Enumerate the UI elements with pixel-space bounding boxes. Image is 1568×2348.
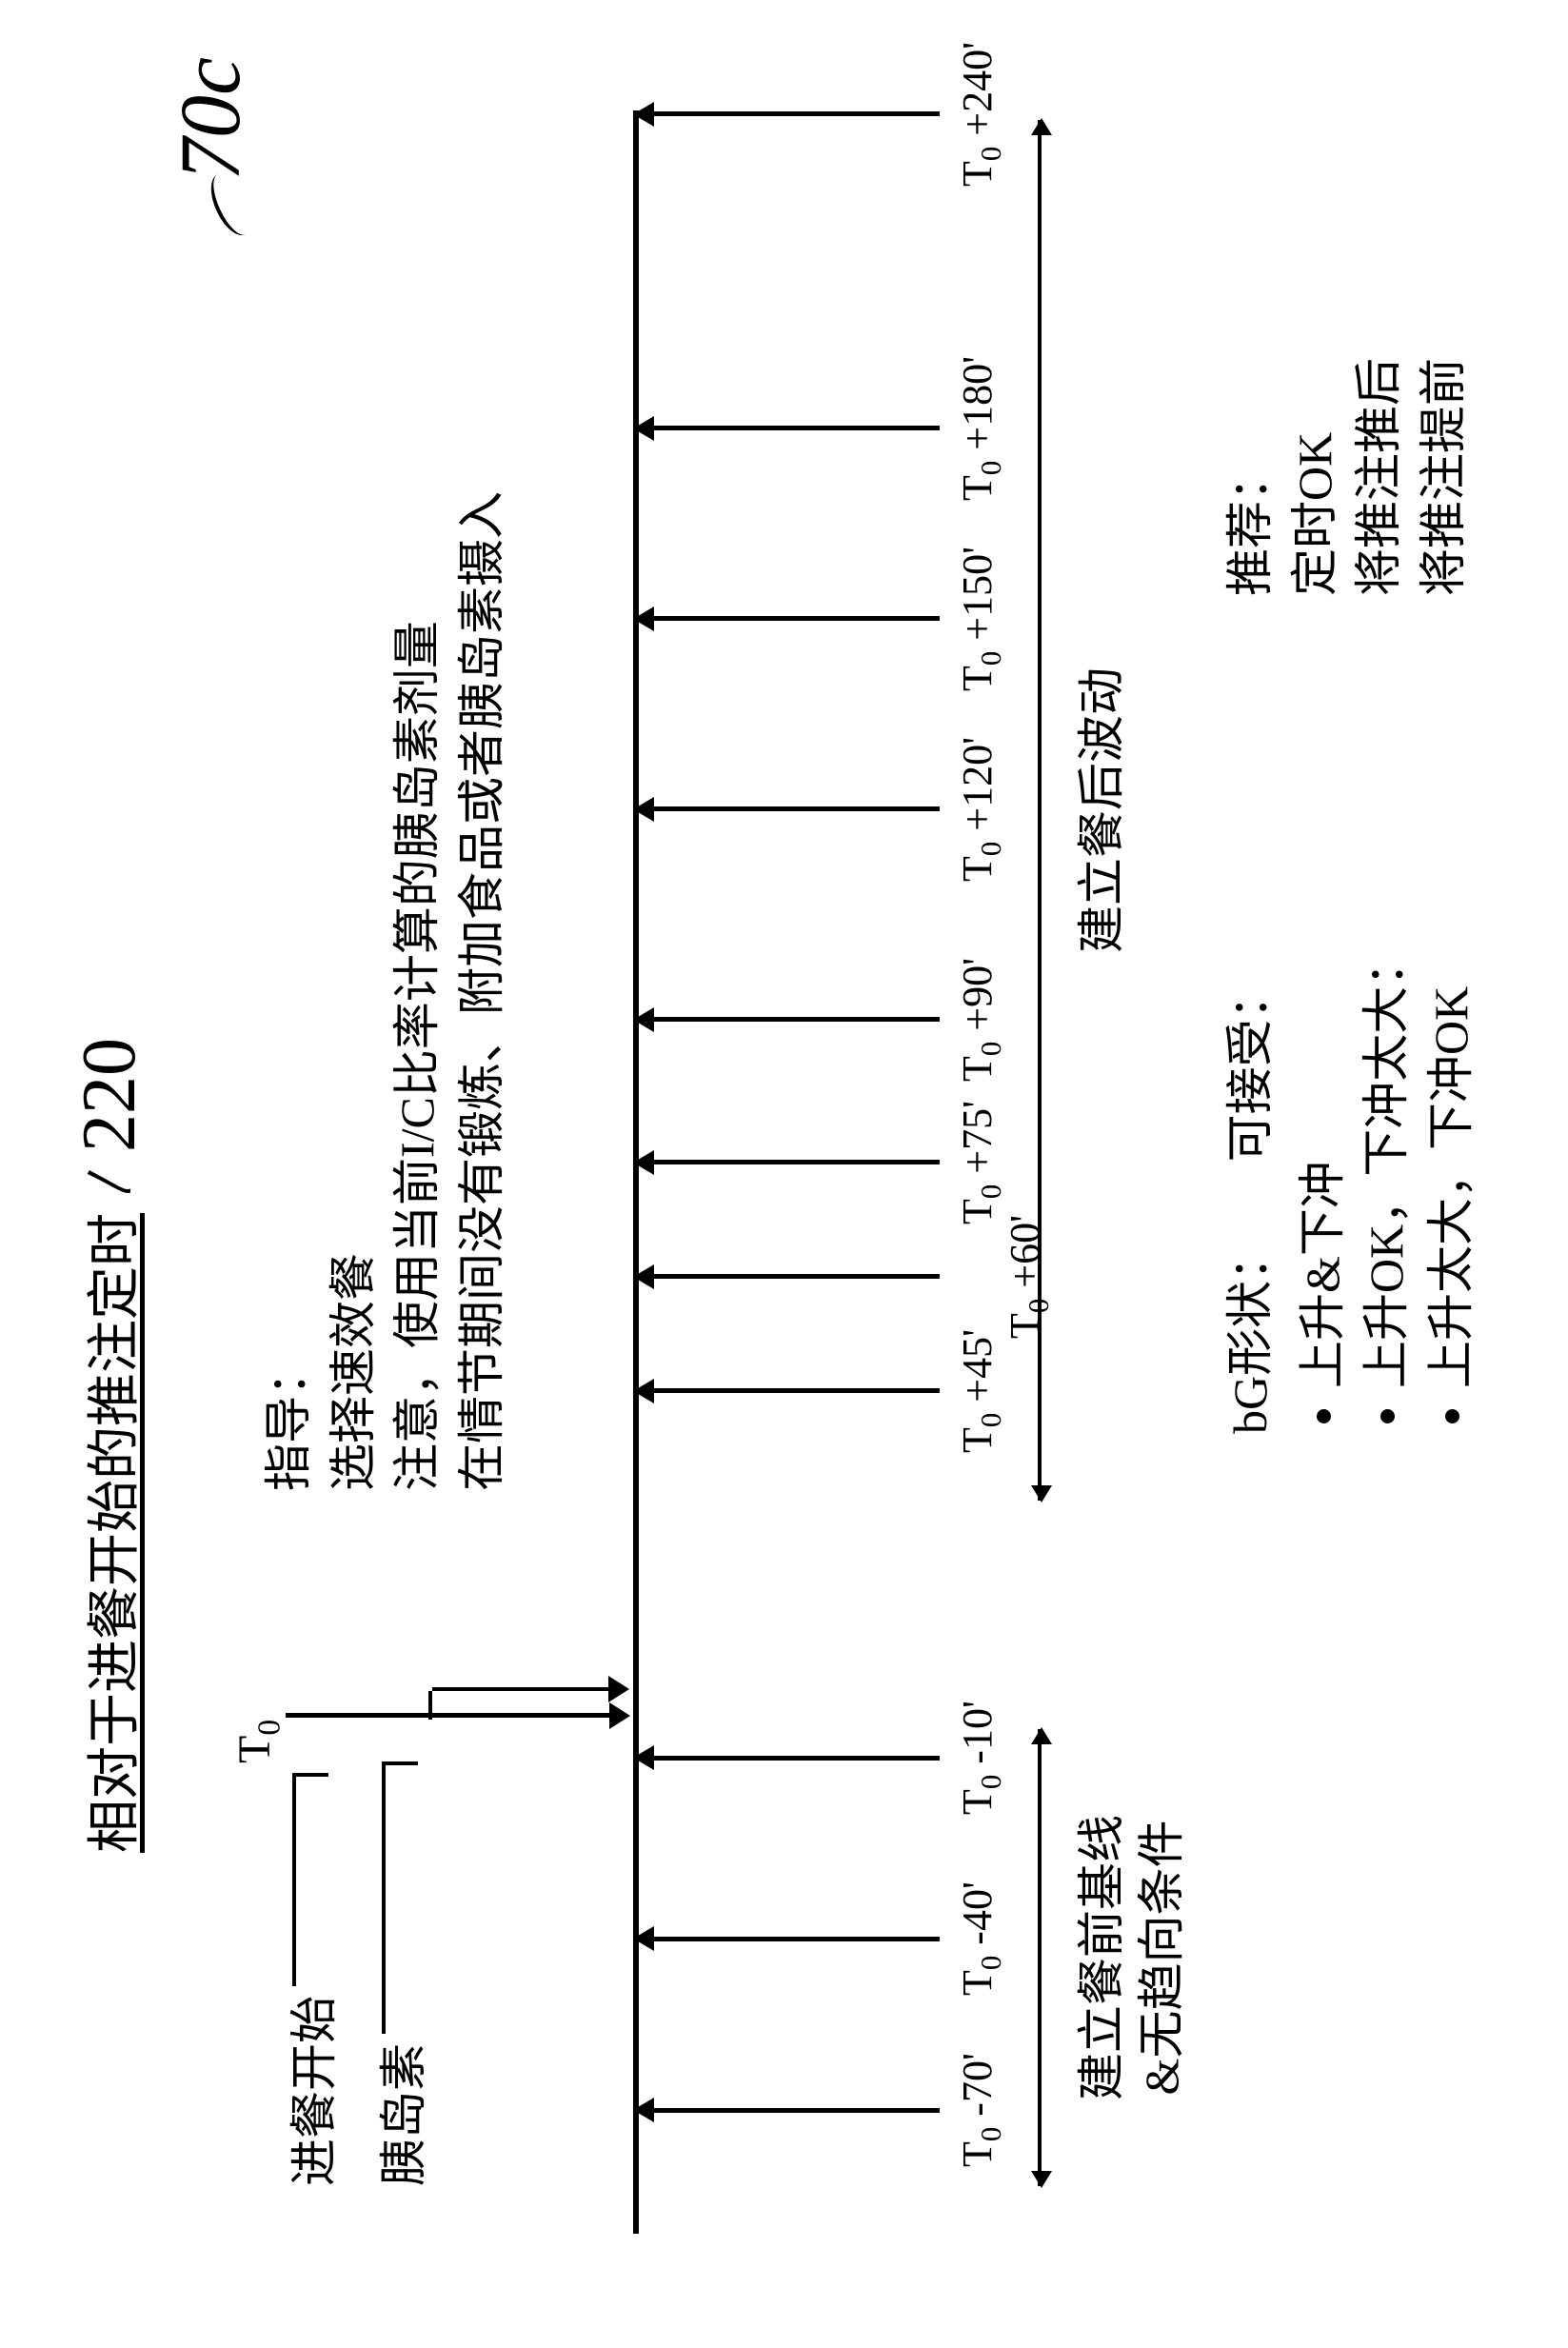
arrowhead-up-icon xyxy=(633,102,654,127)
recommendation-heading: 推荐： xyxy=(1219,358,1283,596)
t0-label: T0 xyxy=(228,1720,288,1763)
guidance-line-2: 注意，使用当前I/C比率计算的胰岛素剂量 xyxy=(386,491,450,1491)
arrowhead-up-icon xyxy=(633,607,654,631)
arrowhead-up-icon xyxy=(633,1264,654,1289)
bg-shape-list: 上升&下冲上升OK，下冲太大：上升太大，下冲OK xyxy=(1291,939,1484,1434)
timepoint-shaft xyxy=(654,2108,940,2113)
timepoint: T0 +60' xyxy=(633,1215,1056,1339)
timepoint-label: T0 +150' xyxy=(953,547,1008,691)
timepoint-label: T0 -10' xyxy=(953,1701,1008,1815)
timepoint: T0 +90' xyxy=(633,958,1008,1082)
recommendation-item: 定时OK xyxy=(1283,358,1348,596)
timepoint-shaft xyxy=(654,806,940,811)
arrowhead-up-icon xyxy=(633,1745,654,1770)
arrowhead-up-icon xyxy=(633,416,654,441)
arrowhead-up-icon xyxy=(633,1150,654,1175)
arrowhead-up-icon xyxy=(633,1007,654,1032)
timepoint-label: T0 -40' xyxy=(953,1881,1008,1996)
figure-title-text: 相对于进餐开始的推注定时 xyxy=(71,1213,149,1853)
bolus-down-arrow xyxy=(428,1676,629,1720)
timepoint: T0 -40' xyxy=(633,1881,1008,1996)
insulin-row: 胰岛素 xyxy=(366,1720,434,2186)
timepoint-label: T0 +45' xyxy=(953,1329,1008,1453)
timepoint: T0 -10' xyxy=(633,1701,1008,1815)
timepoint-label: T0 +240' xyxy=(953,42,1008,187)
arrowhead-up-icon xyxy=(633,797,654,822)
arrowhead-up-icon xyxy=(633,2098,654,2122)
meal-start-label: 进餐开始 xyxy=(276,1996,345,2186)
insulin-label: 胰岛素 xyxy=(366,2043,434,2186)
span-post-bar xyxy=(1038,120,1059,1501)
bg-shape-item: 上升太大，下冲OK xyxy=(1419,939,1484,1388)
timepoint-shaft xyxy=(654,111,940,116)
span-post-line1: 建立餐后波动 xyxy=(1072,120,1132,1501)
guidance-line-1: 选择速效餐 xyxy=(322,491,387,1491)
meal-start-connector xyxy=(292,1773,328,1986)
recommendation-list: 定时OK将推注推后将推注提前 xyxy=(1283,358,1477,596)
bg-shape-item: 上升OK，下冲太大： xyxy=(1355,939,1419,1388)
timepoint: T0 +150' xyxy=(633,547,1008,691)
timepoint-shaft xyxy=(654,1274,940,1279)
guidance-block: 指导： 选择速效餐 注意，使用当前I/C比率计算的胰岛素剂量 在情节期间没有锻炼… xyxy=(257,491,514,1491)
timepoint-label: T0 -70' xyxy=(953,2053,1008,2167)
timepoint: T0 +120' xyxy=(633,737,1008,882)
guidance-heading: 指导： xyxy=(257,491,322,1491)
title-leader-swash: 〳 xyxy=(71,1156,138,1202)
timepoint-label: T0 +180' xyxy=(953,356,1008,501)
figure-title: 相对于进餐开始的推注定时 〳 220 xyxy=(67,1038,153,1853)
span-pre-bar xyxy=(1038,1729,1059,2186)
insulin-connector xyxy=(382,1761,418,2034)
title-reference-number: 220 xyxy=(67,1038,153,1152)
bg-acceptable-heading: 可接受： xyxy=(1219,939,1283,1163)
timepoint-shaft xyxy=(654,1756,940,1761)
page: 70c 相对于进餐开始的推注定时 〳 220 指导： 选择速效餐 注意，使用当前… xyxy=(0,0,1568,2348)
span-pre-meal: 建立餐前基线 &无趋向条件 xyxy=(1038,1729,1191,2186)
figure-stage: 70c 相对于进餐开始的推注定时 〳 220 指导： 选择速效餐 注意，使用当前… xyxy=(0,0,1568,2348)
timepoint-shaft xyxy=(654,1388,940,1393)
figure-reference-number: 70c xyxy=(162,57,260,242)
bg-shape-heading: bG形状： xyxy=(1219,1200,1283,1434)
timepoint-shaft xyxy=(654,1160,940,1164)
timepoint-label: T0 +120' xyxy=(953,737,1008,882)
timepoint-shaft xyxy=(654,616,940,621)
meal-insulin-block: 进餐开始 T0 胰岛素 xyxy=(276,1720,455,2186)
span-post-meal: 建立餐后波动 xyxy=(1038,120,1132,1501)
timepoint: T0 -70' xyxy=(633,2053,1008,2167)
timepoint-shaft xyxy=(654,1937,940,1941)
timepoint: T0 +75' xyxy=(633,1101,1008,1224)
guidance-line-3: 在情节期间没有锻炼、附加食品或者胰岛素摄入 xyxy=(450,491,515,1491)
recommendation-item: 将推注提前 xyxy=(1412,358,1477,596)
meal-start-row: 进餐开始 T0 xyxy=(276,1720,345,2186)
bg-shape-item: 上升&下冲 xyxy=(1291,939,1356,1388)
recommendation-item: 将推注推后 xyxy=(1347,358,1412,596)
bg-shape-block: bG形状： 可接受： 上升&下冲上升OK，下冲太大：上升太大，下冲OK xyxy=(1219,939,1483,1434)
timepoint: T0 +180' xyxy=(633,356,1008,501)
span-pre-line1: 建立餐前基线 xyxy=(1072,1729,1132,2186)
timepoint-label: T0 +75' xyxy=(953,1101,1008,1224)
recommendation-block: 推荐： 定时OK将推注推后将推注提前 xyxy=(1219,358,1476,596)
timepoint: T0 +240' xyxy=(633,42,1008,187)
timepoint-shaft xyxy=(654,426,940,430)
timepoint-shaft xyxy=(654,1017,940,1022)
arrowhead-up-icon xyxy=(633,1379,654,1403)
timepoint: T0 +45' xyxy=(633,1329,1008,1453)
span-pre-line2: &无趋向条件 xyxy=(1132,1729,1192,2186)
timepoint-label: T0 +90' xyxy=(953,958,1008,1082)
arrowhead-up-icon xyxy=(633,1926,654,1951)
